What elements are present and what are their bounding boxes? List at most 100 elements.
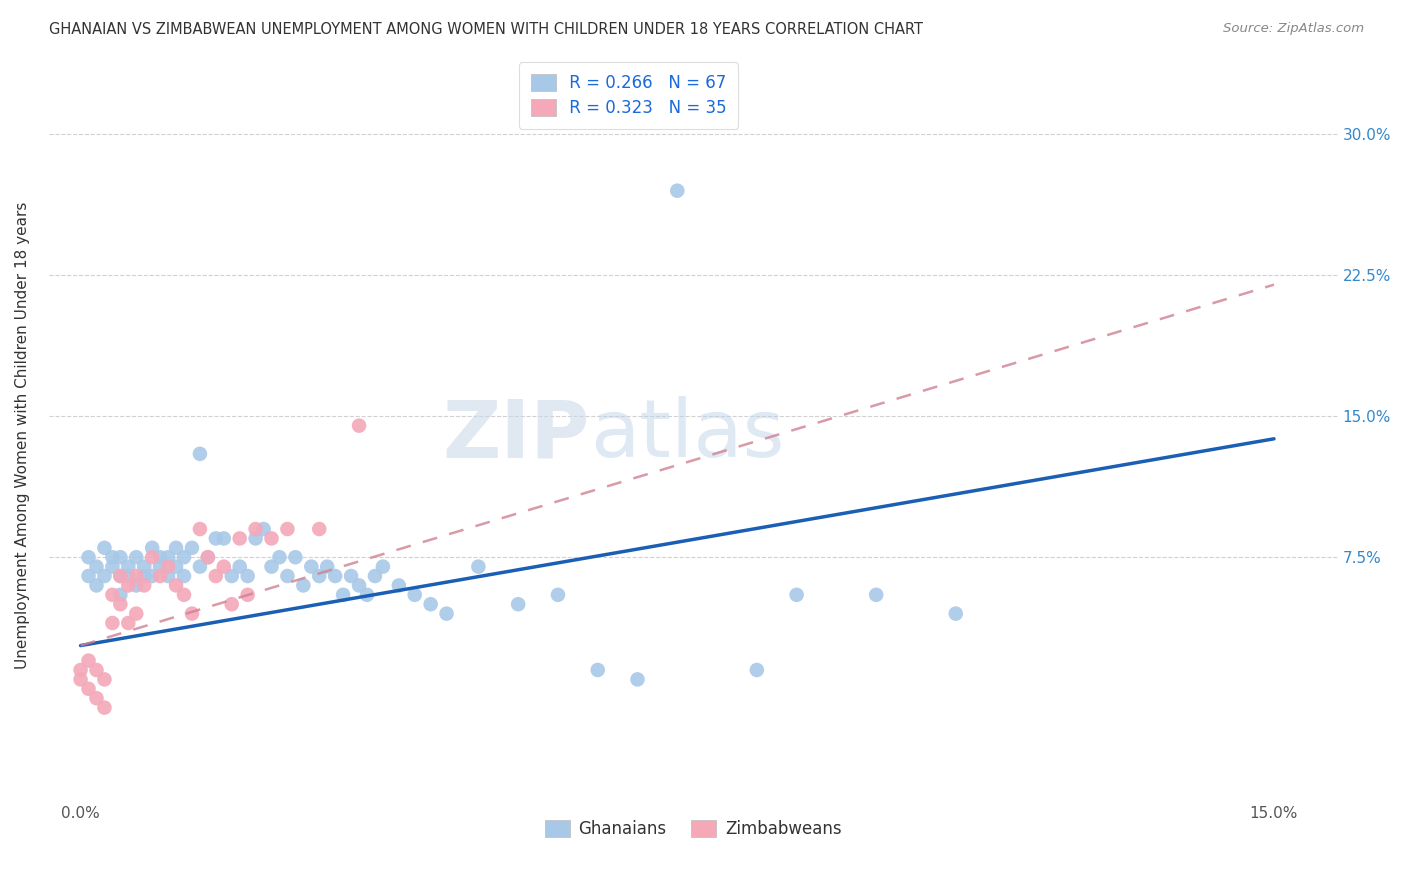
Point [260,559,283,574]
Point [197,550,219,565]
Point [181,607,204,621]
Point [284,550,307,565]
Point [188,447,211,461]
Point [356,588,378,602]
Point [467,559,489,574]
Point [77,569,100,583]
Point [299,559,322,574]
Point [125,578,148,592]
Point [236,588,259,602]
Point [134,569,156,583]
Point [212,532,235,546]
Point [188,559,211,574]
Point [165,578,187,592]
Point [323,569,346,583]
Point [117,615,139,630]
Point [181,541,204,555]
Point [69,673,91,687]
Point [666,184,689,198]
Point [221,569,243,583]
Point [228,559,250,574]
Point [252,522,274,536]
Point [86,691,108,706]
Point [173,550,195,565]
Point [371,559,394,574]
Point [125,569,148,583]
Point [188,522,211,536]
Point [205,569,228,583]
Point [101,559,124,574]
Point [149,559,172,574]
Point [276,522,298,536]
Point [86,559,108,574]
Point [77,654,100,668]
Point [110,588,132,602]
Point [125,550,148,565]
Point [508,597,530,611]
Point [149,550,172,565]
Point [134,559,156,574]
Point [364,569,387,583]
Point [157,569,180,583]
Legend: Ghanaians, Zimbabweans: Ghanaians, Zimbabweans [538,813,848,845]
Point [173,588,195,602]
Point [786,588,808,602]
Point [93,541,115,555]
Point [276,569,298,583]
Point [745,663,768,677]
Point [245,522,267,536]
Point [69,663,91,677]
Point [157,559,180,574]
Point [221,597,243,611]
Point [388,578,411,592]
Point [101,550,124,565]
Point [404,588,426,602]
Point [86,578,108,592]
Point [269,550,291,565]
Point [347,418,370,433]
Point [110,569,132,583]
Point [436,607,458,621]
Point [212,559,235,574]
Point [141,550,163,565]
Point [547,588,569,602]
Point [141,569,163,583]
Point [260,532,283,546]
Point [228,532,250,546]
Point [125,607,148,621]
Point [134,578,156,592]
Point [101,588,124,602]
Point [86,663,108,677]
Text: atlas: atlas [591,396,785,474]
Point [117,578,139,592]
Point [93,569,115,583]
Point [77,550,100,565]
Point [197,550,219,565]
Point [945,607,967,621]
Point [157,550,180,565]
Point [93,700,115,714]
Point [586,663,609,677]
Point [245,532,267,546]
Text: Source: ZipAtlas.com: Source: ZipAtlas.com [1223,22,1364,36]
Point [308,522,330,536]
Point [205,532,228,546]
Point [165,559,187,574]
Point [347,578,370,592]
Point [292,578,315,592]
Point [308,569,330,583]
Point [110,550,132,565]
Point [117,569,139,583]
Point [117,559,139,574]
Point [626,673,648,687]
Point [419,597,441,611]
Point [865,588,887,602]
Point [173,569,195,583]
Point [165,541,187,555]
Point [340,569,363,583]
Text: ZIP: ZIP [443,396,591,474]
Point [149,569,172,583]
Point [110,569,132,583]
Point [93,673,115,687]
Point [141,541,163,555]
